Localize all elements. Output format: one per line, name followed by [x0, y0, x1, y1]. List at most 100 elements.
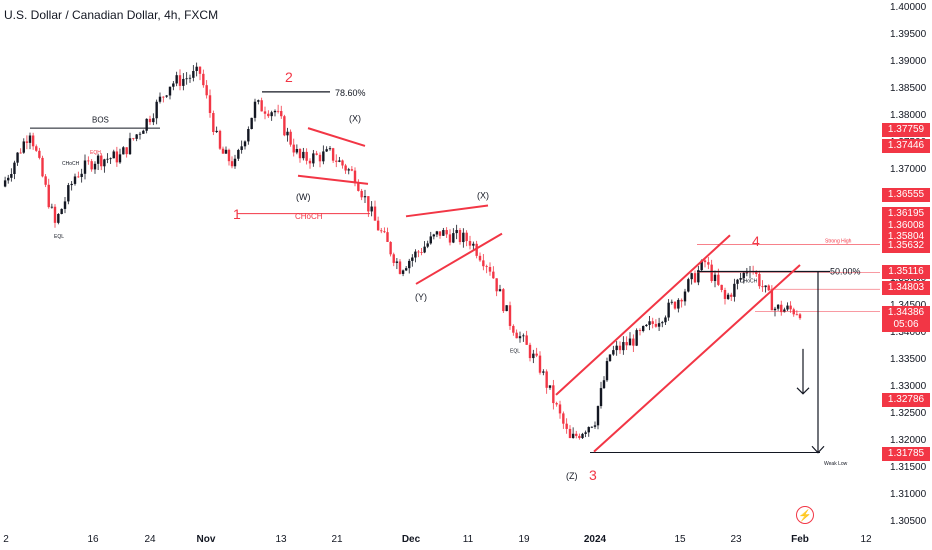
candle-body — [338, 160, 341, 162]
candle-body — [178, 75, 182, 86]
candle-body — [138, 133, 142, 135]
triangle-lower-line — [415, 232, 503, 285]
candle-body — [677, 299, 680, 309]
candle-body — [687, 279, 690, 292]
wave-3-label: 3 — [589, 467, 597, 483]
candle-body — [667, 302, 670, 318]
candle-body — [673, 301, 677, 309]
price-plot[interactable]: 78.60% 50.00% 1 2 3 4 (W) (X) (Y) (X) (Z) BOS CHoCH C… — [0, 0, 880, 528]
candle-body — [693, 273, 697, 283]
candle-body — [758, 273, 761, 287]
lightning-icon[interactable]: ⚡ — [796, 506, 814, 524]
price-tick: 1.38500 — [890, 83, 927, 95]
candle-body — [538, 355, 542, 373]
candle-body — [128, 138, 132, 155]
candle-body — [423, 246, 426, 253]
candle-body — [270, 112, 273, 117]
time-axis[interactable]: 2 16 24 Nov 13 21 Dec 11 19 2024 15 23 Feb 12 — [0, 528, 880, 550]
candle-body — [93, 163, 97, 170]
price-tick: 1.33500 — [890, 353, 927, 365]
candle-body — [350, 169, 354, 171]
candle-body — [783, 309, 786, 313]
price-badge: 1.34386 — [882, 306, 930, 320]
candle-body — [115, 151, 119, 163]
price-tick: 1.38000 — [890, 110, 927, 122]
candle-body — [723, 290, 727, 299]
candle-body — [331, 148, 335, 161]
candle-body — [535, 353, 538, 356]
candle-body — [298, 149, 302, 159]
candle-body — [468, 241, 472, 246]
time-tick: 2024 — [583, 534, 607, 545]
channel-lower-line — [593, 264, 801, 453]
candle-body — [215, 130, 218, 133]
candle-body — [373, 206, 377, 221]
candle-body — [322, 151, 325, 162]
candle-body — [605, 361, 609, 381]
price-badge: 1.36008 — [882, 219, 930, 233]
time-tick: Dec — [401, 534, 421, 545]
bos-label: BOS — [92, 116, 109, 125]
candle-body — [142, 130, 145, 134]
time-tick: Feb — [791, 534, 809, 545]
candle-body — [50, 206, 54, 208]
time-tick: 15 — [674, 534, 686, 545]
price-badge: 1.34803 — [882, 281, 930, 295]
candle-body — [308, 160, 312, 164]
candle-body — [19, 152, 22, 154]
candle-body — [25, 141, 29, 143]
price-tick: 1.32500 — [890, 407, 927, 419]
price-badge: 1.32786 — [882, 393, 930, 407]
candle-body — [512, 325, 515, 333]
candle-body — [452, 233, 455, 243]
candle-body — [125, 147, 128, 155]
candle-body — [267, 113, 270, 117]
candle-body — [764, 285, 767, 288]
wave-y-label: (Y) — [415, 292, 427, 302]
eql-label-2: EQL — [510, 349, 520, 355]
time-tick: Nov — [196, 534, 216, 545]
candle-body — [77, 176, 80, 178]
candle-body — [280, 111, 283, 117]
candle-body — [599, 388, 603, 407]
price-badge: 05:06 — [882, 318, 930, 332]
wave-4-label: 4 — [752, 233, 760, 249]
candle-body — [182, 78, 185, 86]
candle-body — [205, 85, 208, 96]
candle-body — [518, 336, 522, 339]
candle-body — [545, 371, 548, 388]
candle-body — [165, 95, 168, 97]
candle-body — [90, 161, 93, 170]
candle-body — [498, 289, 502, 292]
candle-body — [475, 243, 478, 256]
candle-body — [250, 117, 253, 130]
price-axis[interactable]: 1.400001.395001.390001.385001.380001.375… — [880, 0, 932, 527]
candle-body — [680, 299, 683, 302]
candle-body — [528, 344, 532, 359]
wedge-lower-line — [297, 174, 369, 185]
candle-body — [710, 264, 713, 282]
candle-body — [357, 183, 360, 191]
candle-body — [492, 271, 495, 279]
candle-body — [612, 350, 615, 355]
candle-body — [462, 232, 465, 243]
price-badge: 1.37446 — [882, 139, 930, 153]
candle-body — [41, 157, 44, 177]
candle-body — [243, 141, 247, 147]
candle-body — [720, 284, 723, 291]
candle-body — [273, 110, 277, 113]
candle-body — [552, 385, 555, 404]
candle-body — [478, 255, 482, 261]
time-tick: 11 — [462, 534, 474, 545]
candle-body — [739, 278, 742, 280]
candle-body — [502, 289, 505, 312]
candle-body — [257, 100, 260, 102]
candle-body — [70, 183, 73, 186]
candle-body — [770, 290, 774, 311]
candle-body — [651, 321, 654, 324]
candle-body — [571, 433, 575, 439]
candle-body — [53, 206, 57, 223]
candle-body — [344, 165, 347, 171]
candle-body — [96, 155, 100, 164]
